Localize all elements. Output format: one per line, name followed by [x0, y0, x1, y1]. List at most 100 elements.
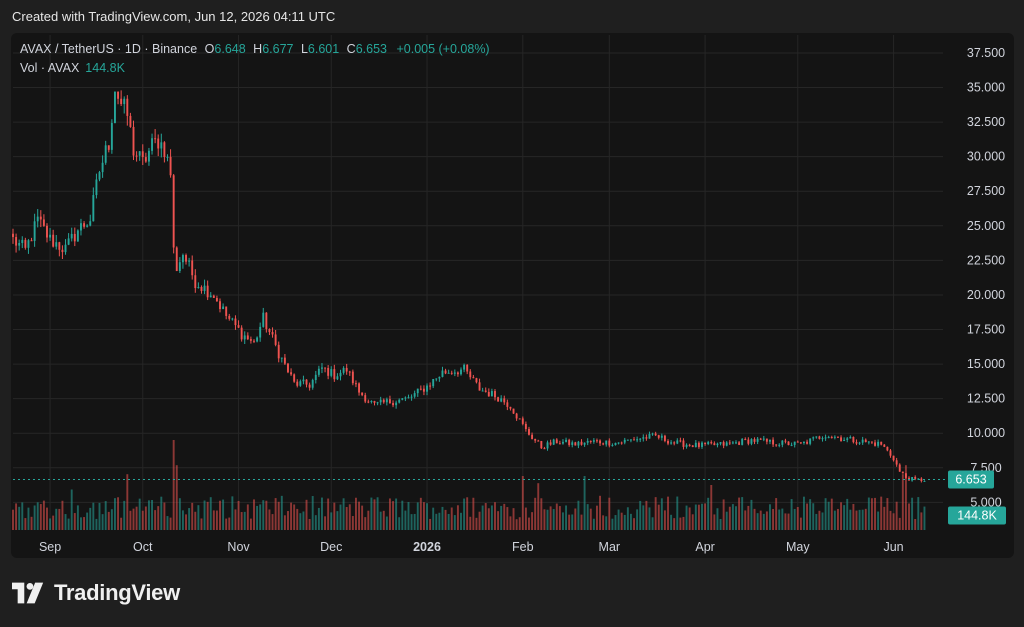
candle-body: [521, 418, 524, 424]
last-price-label: 6.653: [955, 472, 986, 486]
volume-bar: [274, 498, 277, 530]
candle-body: [920, 478, 923, 481]
candle-body: [188, 260, 191, 262]
candle-body: [441, 370, 444, 377]
candle-body: [280, 357, 283, 359]
candle-body: [645, 437, 648, 439]
volume-bar: [741, 497, 744, 530]
candle-body: [790, 444, 793, 446]
open-label: O: [204, 42, 215, 56]
candle-body: [277, 344, 280, 359]
candle-body: [456, 372, 459, 375]
volume-bar: [42, 500, 45, 530]
chart-panel[interactable]: 37.500 35.000 32.500 30.000 27.500 25.000 22.5…: [11, 33, 1014, 558]
volume-bar: [157, 506, 160, 530]
volume-bar: [435, 513, 438, 530]
volume-label[interactable]: Vol · AVAX: [20, 61, 80, 75]
candle-body: [256, 337, 259, 342]
volume-bar: [469, 516, 472, 530]
volume-bar: [432, 507, 435, 530]
volume-bar: [246, 504, 249, 530]
candle-body: [274, 334, 277, 345]
candle-body: [515, 413, 518, 419]
candle-body: [222, 306, 225, 310]
volume-bar: [660, 498, 663, 530]
volume-bar: [129, 510, 132, 530]
candle-body: [704, 442, 707, 444]
candle-body: [296, 381, 299, 386]
candle-body: [246, 335, 249, 340]
candle-body: [426, 385, 428, 392]
volume-bar: [354, 497, 357, 530]
volume-bar: [370, 497, 373, 530]
volume-bar: [617, 509, 620, 530]
volume-bar: [558, 506, 561, 530]
volume-bar: [58, 508, 61, 530]
volume-bar: [225, 518, 228, 530]
candle-body: [370, 401, 373, 403]
volume-bar: [333, 502, 336, 530]
candle-body: [178, 262, 181, 272]
volume-bar: [299, 513, 302, 530]
candle-body: [302, 379, 305, 382]
candle-body: [200, 286, 203, 291]
candle-body: [361, 392, 364, 396]
volume-bar: [234, 509, 237, 530]
candle-body: [83, 223, 86, 227]
candle-body: [398, 399, 401, 403]
volume-bar: [580, 514, 583, 530]
candle-body: [818, 436, 821, 439]
candle-body: [540, 441, 543, 449]
volume-bar: [419, 497, 422, 530]
volume-bar: [472, 497, 475, 530]
candle-body: [747, 439, 750, 444]
candle-body: [633, 439, 635, 441]
volume-bar: [200, 518, 203, 530]
volume-bar: [231, 496, 234, 530]
volume-bar: [487, 508, 490, 530]
volume-bar: [188, 508, 191, 530]
volume-bar: [243, 511, 246, 530]
symbol-label[interactable]: AVAX / TetherUS · 1D · Binance: [20, 42, 198, 56]
volume-bar: [24, 518, 27, 530]
volume-bar: [287, 511, 289, 530]
volume-bar: [849, 509, 852, 530]
volume-bar: [197, 505, 200, 530]
candle-body: [18, 243, 21, 246]
candle-body: [231, 318, 234, 320]
candle-body: [407, 397, 410, 399]
volume-bar: [361, 505, 364, 530]
candle-body: [602, 443, 605, 445]
candle-body: [914, 477, 917, 479]
tradingview-brand[interactable]: TradingView: [12, 580, 180, 606]
volume-bar: [385, 516, 388, 530]
volume-bar: [49, 518, 52, 530]
volume-bar: [562, 512, 564, 530]
candle-body: [562, 441, 564, 444]
candle-body: [812, 437, 815, 439]
candle-body: [410, 396, 413, 398]
volume-bar: [521, 476, 524, 530]
candlestick-chart[interactable]: 37.500 35.000 32.500 30.000 27.500 25.000 22.5…: [11, 33, 1014, 558]
volume-bar: [769, 504, 771, 530]
volume-bar: [728, 506, 731, 530]
candle-body: [432, 378, 435, 387]
volume-bar: [429, 518, 432, 530]
volume-bar: [327, 498, 330, 530]
volume-bar: [308, 518, 311, 530]
candle-body: [889, 450, 892, 456]
volume-bar: [540, 498, 543, 530]
candle-body: [682, 440, 685, 447]
candle-body: [24, 239, 27, 248]
volume-bar: [920, 512, 923, 530]
candle-body: [781, 440, 784, 445]
candle-body: [324, 367, 327, 369]
volume-bar: [892, 513, 895, 530]
candle-body: [484, 390, 487, 392]
volume-bar: [219, 500, 221, 530]
candle-body: [314, 374, 317, 381]
volume-bar: [898, 517, 901, 530]
volume-bar: [228, 517, 231, 530]
candle-body: [185, 255, 187, 262]
close-value: 6.653: [355, 42, 387, 56]
